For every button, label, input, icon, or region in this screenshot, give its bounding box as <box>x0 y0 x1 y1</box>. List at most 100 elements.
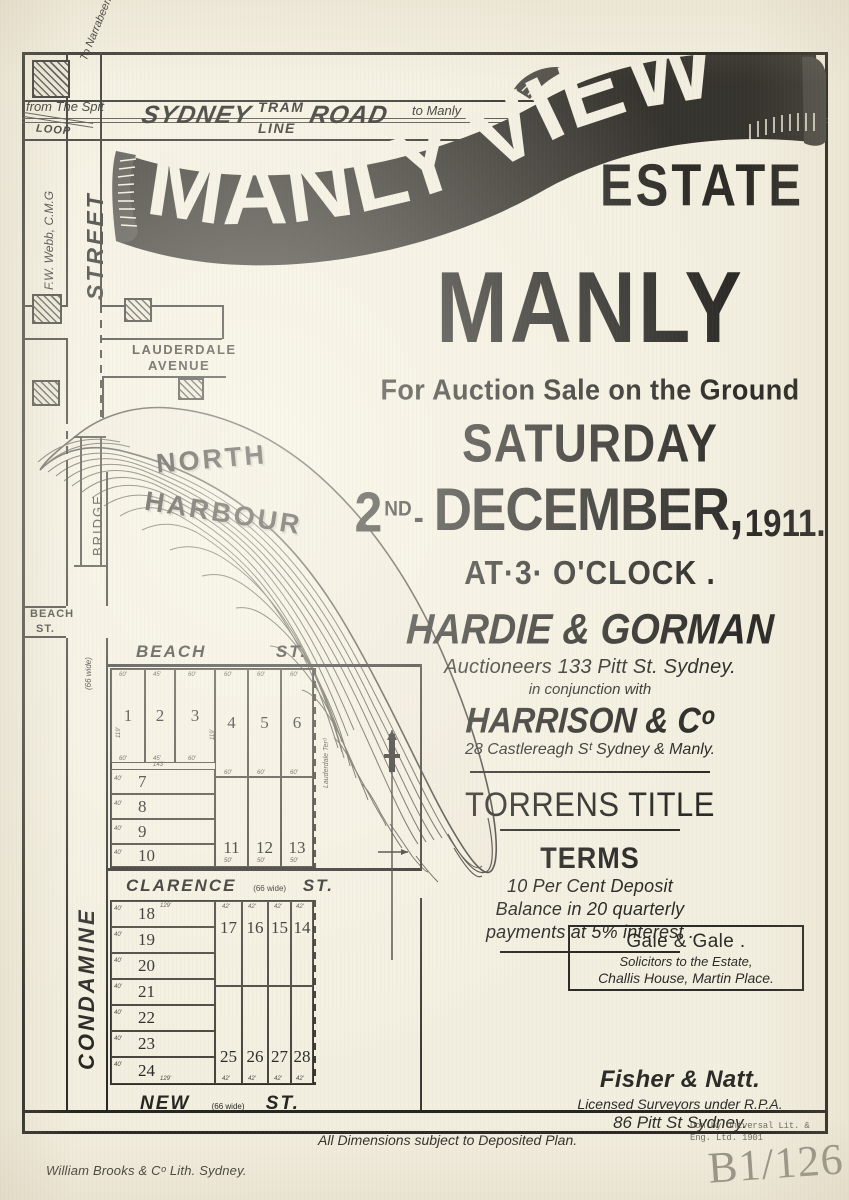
plan-lot[interactable]: 1 <box>111 669 145 763</box>
hatched-block-2 <box>32 294 62 324</box>
plan-lot[interactable]: 14 <box>291 901 313 986</box>
plan-lot[interactable]: 28 <box>291 986 313 1084</box>
lauderdale-north-edge-2 <box>102 338 222 340</box>
manly-view-ribbon: MANLY VIEW <box>112 55 826 266</box>
plan-street-clarence: CLARENCE (66 wide) ST. <box>126 876 335 895</box>
lot-dimension: 42' <box>296 904 304 910</box>
dimensions-note: All Dimensions subject to Deposited Plan… <box>318 1132 578 1148</box>
condamine-east-edge <box>106 638 108 1110</box>
divider-rule-2 <box>500 829 680 832</box>
lot-dimension: 40' <box>114 776 122 782</box>
plan-lot[interactable]: 5 <box>248 669 281 777</box>
clarence-width-note: (66 wide) <box>253 884 287 893</box>
plan-lot[interactable]: 20 <box>111 953 215 979</box>
plan-lot[interactable]: 23 <box>111 1031 215 1057</box>
plan-street-beach: BEACH ST. <box>136 642 308 661</box>
map-label-beach-st-side-1: BEACH <box>30 608 75 620</box>
plan-lot[interactable]: 6 <box>281 669 313 777</box>
plan-lot[interactable]: 19 <box>111 927 215 953</box>
plan-lot[interactable]: 25 <box>215 986 242 1084</box>
plan-lot[interactable]: 10 <box>111 844 215 867</box>
plan-lot[interactable]: 8 <box>111 794 215 819</box>
street-west-edge-2 <box>66 338 68 416</box>
lauderdale-return-a <box>102 376 104 418</box>
auction-year: 1911. <box>744 501 826 544</box>
map-label-condamine-width: (66 wide) <box>84 657 93 690</box>
map-label-fw-webb: F.W. Webb, C.M.G <box>42 190 56 290</box>
condamine-west-edge <box>66 638 68 1110</box>
plan-lot[interactable]: 9 <box>111 819 215 844</box>
plan-lot[interactable]: 21 <box>111 979 215 1005</box>
plan-lot[interactable]: 16 <box>242 901 268 986</box>
lauderdale-return-b <box>222 305 224 339</box>
terms-line-1: 10 Per Cent Deposit <box>507 876 673 897</box>
terms-line-3: payments at 5% interest . <box>485 922 695 943</box>
plan-east-boundary-lower <box>420 898 422 1110</box>
north-harbour-waterbody <box>37 406 498 883</box>
plan-lot[interactable]: 13 <box>281 777 313 867</box>
map-label-from-the-spit: from The Spit <box>26 99 105 114</box>
plan-lot[interactable]: 15 <box>268 901 291 986</box>
street-west-edge <box>66 52 68 305</box>
lot-dimension: 42' <box>248 1076 256 1082</box>
lot-dimension: 42' <box>222 1076 230 1082</box>
lot-dimension: 40' <box>114 958 122 964</box>
divider-rule-1 <box>470 771 710 774</box>
auction-day: SATURDAY <box>462 412 718 474</box>
map-label-bridge: BRIDGE <box>90 494 105 556</box>
advert-column: MANLY For Auction Sale on the Ground SAT… <box>352 251 828 954</box>
map-label-to-manly: to Manly <box>412 103 462 118</box>
plan-lot[interactable]: 4 <box>215 669 248 777</box>
agent-secondary-name: HARRISON & Cᵒ <box>464 699 716 741</box>
map-label-beach-st-side-2: ST. <box>36 623 55 635</box>
plan-lot[interactable]: 17 <box>215 901 242 986</box>
lot-dimension: 42' <box>274 904 282 910</box>
lot-dimension: 129' <box>160 903 172 909</box>
rear-boundary-dashed-lower <box>314 900 316 1085</box>
lot-dimension: 40' <box>114 1036 122 1042</box>
subdivision-plan: BEACH ST. CLARENCE (66 wide) ST. NEW (66… <box>110 642 420 1114</box>
divider-rule-3 <box>500 951 680 954</box>
suburb-heading: MANLY <box>436 251 744 365</box>
terms-line-2: Balance in 20 quarterly <box>495 899 685 920</box>
lot-dimension: 60' <box>257 770 265 776</box>
solicitors-role: Solicitors to the Estate, <box>619 954 753 969</box>
lot-dimension: 42' <box>222 904 230 910</box>
plan-border <box>22 52 828 1134</box>
lot-dimension: 42' <box>274 1076 282 1082</box>
auction-date: 2 ND - DECEMBER, 1911. <box>352 476 828 546</box>
street-west-edge-dashed <box>66 416 68 460</box>
hatched-block-3 <box>124 298 152 322</box>
date-ordinal: ND <box>384 497 412 522</box>
plan-border-bottom-rule <box>22 1110 828 1113</box>
plan-lot[interactable]: 26 <box>242 986 268 1084</box>
lot-dimension: 40' <box>114 984 122 990</box>
plan-lot[interactable]: 3 <box>175 669 215 763</box>
bridge-cap-top <box>74 436 106 438</box>
lot-dimension: 119' <box>210 729 216 740</box>
plan-lot[interactable]: 24 <box>111 1057 215 1084</box>
lot-dimension: 129' <box>160 1076 172 1082</box>
lot-dimension: 40' <box>114 906 122 912</box>
solicitors-name: Gale & Gale . <box>626 931 746 952</box>
hatched-block-5 <box>178 378 204 400</box>
lot-dimension: 60' <box>119 756 127 762</box>
plan-lot[interactable]: 11 <box>215 777 248 867</box>
map-label-tram: TRAM <box>258 99 305 115</box>
lot-dimension: 40' <box>114 1062 122 1068</box>
lot-dimension: 143' <box>153 762 165 768</box>
archive-reference-number: B1/126 <box>706 1134 846 1193</box>
plan-lot[interactable]: 22 <box>111 1005 215 1031</box>
plan-lot[interactable]: 2 <box>145 669 175 763</box>
bridge-cap-bottom <box>74 565 106 567</box>
clarence-st-north-edge <box>106 868 422 871</box>
lot-dimension: 60' <box>188 756 196 762</box>
plan-lot[interactable]: 12 <box>248 777 281 867</box>
plan-lot[interactable]: 18 <box>111 901 215 927</box>
auction-time: AT·3· O'CLOCK . <box>464 555 716 592</box>
plan-street-new: NEW (66 wide) ST. <box>140 1093 300 1114</box>
plan-lot[interactable]: 27 <box>268 986 291 1084</box>
plan-lot[interactable]: 7 <box>111 769 215 794</box>
condamine-east-edge-upper <box>106 472 108 606</box>
map-label-condamine: CONDAMINE <box>74 907 99 1070</box>
